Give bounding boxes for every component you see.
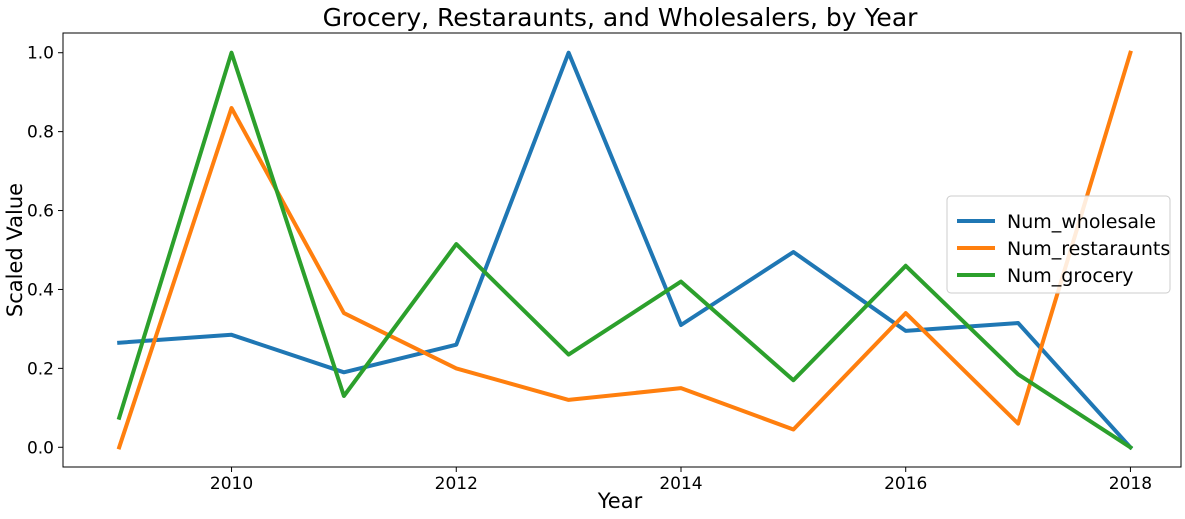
chart-title: Grocery, Restaraunts, and Wholesalers, b…: [323, 3, 919, 32]
series-line-num-wholesale: [117, 50, 1134, 451]
y-tick-label: 1.0: [27, 44, 54, 64]
legend-label: Num_wholesale: [1007, 211, 1156, 233]
x-axis: 2010 2012 2014 2016 2018: [210, 467, 1152, 494]
legend-label: Num_grocery: [1007, 265, 1134, 287]
x-tick-label: 2018: [1109, 474, 1152, 494]
series-layer: [116, 50, 1134, 451]
y-axis: 0.0 0.2 0.4 0.6 0.8 1.0: [27, 44, 63, 458]
y-tick-label: 0.8: [27, 123, 54, 143]
x-axis-label: Year: [597, 489, 643, 513]
y-tick-label: 0.4: [27, 280, 54, 300]
legend: Num_wholesale Num_restaraunts Num_grocery: [946, 195, 1171, 294]
x-tick-label: 2010: [210, 474, 253, 494]
x-tick-label: 2016: [884, 474, 927, 494]
series-line-num-grocery: [116, 50, 1134, 451]
legend-box: [946, 195, 1171, 294]
x-tick-label: 2012: [435, 474, 478, 494]
series-line-num-restaraunts: [116, 50, 1133, 450]
y-tick-label: 0.6: [27, 202, 54, 222]
legend-label: Num_restaraunts: [1007, 238, 1170, 260]
y-tick-label: 0.2: [27, 359, 54, 379]
y-axis-label: Scaled Value: [3, 183, 27, 317]
y-tick-label: 0.0: [27, 438, 54, 458]
x-tick-label: 2014: [659, 474, 702, 494]
